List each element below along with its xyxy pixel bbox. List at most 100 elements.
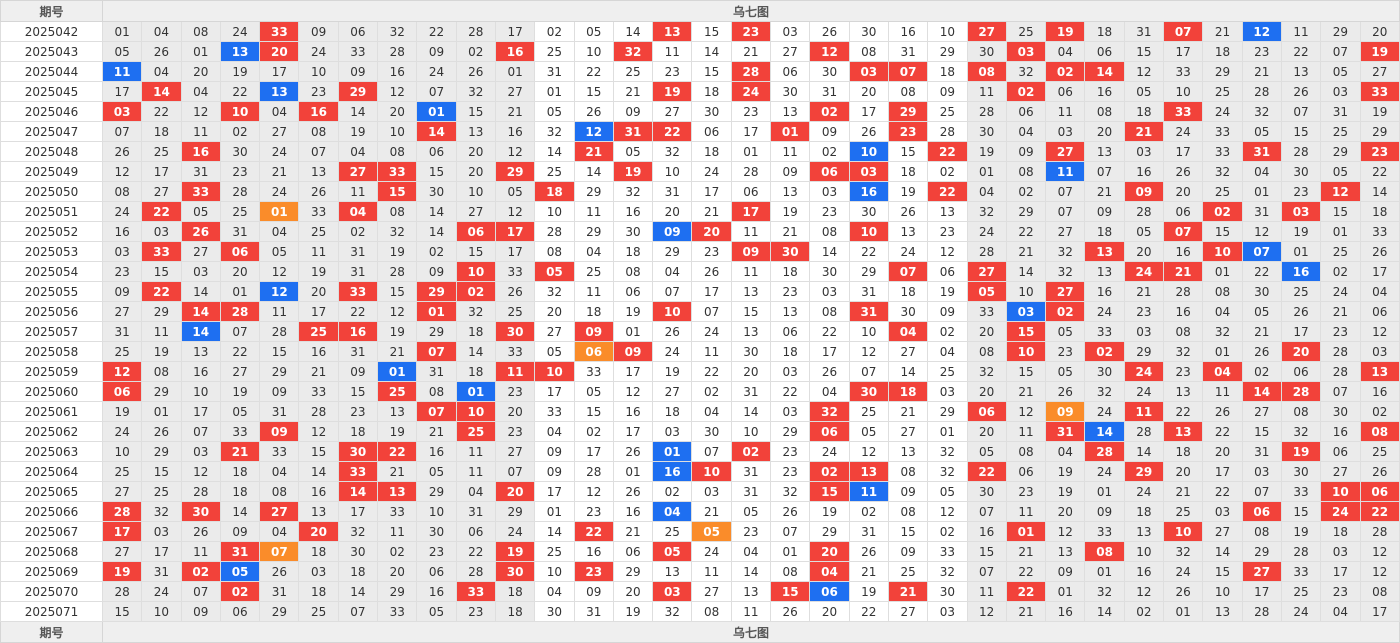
number-cell: 08 (1359, 421, 1400, 442)
number-cell: 06 (219, 241, 261, 262)
number-cell: 19 (887, 181, 929, 202)
number-cell: 20 (691, 221, 732, 242)
number-cell: 21 (416, 421, 457, 442)
number-cell: 16 (966, 521, 1007, 542)
number-cell: 07 (416, 401, 457, 422)
number-cell: 28 (730, 61, 772, 82)
number-cell: 30 (848, 381, 889, 402)
number-cell: 15 (101, 601, 143, 622)
number-cell: 11 (730, 601, 772, 622)
number-cell: 29 (573, 221, 614, 242)
number-cell: 15 (455, 241, 496, 262)
number-cell: 10 (455, 261, 496, 282)
number-cell: 07 (966, 561, 1007, 582)
number-cell: 33 (259, 21, 300, 42)
number-cell: 15 (573, 401, 614, 422)
number-cell: 03 (848, 61, 889, 82)
number-cell: 22 (1163, 401, 1204, 422)
number-cell: 08 (1202, 281, 1243, 302)
number-cell: 03 (1280, 201, 1322, 222)
number-cell: 29 (416, 321, 457, 342)
number-cell: 08 (966, 61, 1007, 82)
number-cell: 33 (1359, 221, 1400, 242)
number-cell: 04 (927, 341, 968, 362)
number-cell: 14 (337, 481, 379, 502)
number-cell: 11 (652, 41, 693, 62)
number-cell: 08 (377, 201, 418, 222)
number-cell: 32 (927, 561, 968, 582)
number-cell: 25 (298, 221, 339, 242)
number-cell: 09 (927, 81, 968, 102)
number-cell: 09 (259, 421, 300, 442)
number-cell: 02 (1045, 301, 1086, 322)
number-cell: 07 (1320, 381, 1361, 402)
period-cell: 2025061 (0, 401, 103, 422)
number-cell: 13 (887, 221, 929, 242)
number-cell: 08 (1084, 101, 1125, 122)
number-cell: 14 (180, 281, 221, 302)
number-cell: 01 (259, 201, 300, 222)
number-cell: 06 (416, 561, 457, 582)
number-cell: 29 (612, 561, 654, 582)
number-cell: 27 (652, 381, 693, 402)
number-cell: 28 (730, 161, 772, 182)
number-cell: 32 (966, 361, 1007, 382)
number-cell: 30 (494, 561, 536, 582)
number-cell: 20 (1163, 461, 1204, 482)
number-cell: 16 (1320, 421, 1361, 442)
table-row: 2025068 27 17 11 31 07 18 30 02 23 22 19 25 16 06 05 24 0… (0, 541, 1400, 562)
number-cell: 24 (141, 581, 182, 602)
number-cell: 22 (1241, 261, 1282, 282)
number-cell: 06 (1359, 481, 1400, 502)
number-cell: 13 (652, 561, 693, 582)
number-cell: 11 (730, 221, 772, 242)
number-cell: 29 (927, 401, 968, 422)
number-cell: 22 (927, 181, 968, 202)
table-row: 2025061 19 01 17 05 31 28 23 13 07 10 20 33 15 16 18 04 1… (0, 401, 1400, 422)
table-row: 2025042 01 04 08 24 33 09 06 32 22 28 17 02 05 14 13 15 2… (0, 21, 1400, 42)
number-cell: 29 (1123, 341, 1165, 362)
number-cell: 23 (298, 81, 339, 102)
number-cell: 14 (298, 461, 339, 482)
table-row: 2025051 24 22 05 25 01 33 04 08 14 27 12 10 11 16 20 21 1… (0, 201, 1400, 222)
number-cell: 20 (652, 201, 693, 222)
number-cell: 20 (1045, 501, 1086, 522)
number-cell: 17 (337, 501, 379, 522)
number-cell: 26 (298, 181, 339, 202)
number-cell: 04 (652, 261, 693, 282)
number-cell: 20 (298, 281, 339, 302)
number-cell: 11 (377, 521, 418, 542)
number-cell: 04 (1202, 301, 1243, 322)
number-cell: 32 (770, 481, 811, 502)
number-cell: 15 (141, 461, 182, 482)
number-cell: 23 (1005, 481, 1047, 502)
number-cell: 16 (1359, 381, 1400, 402)
number-cell: 27 (887, 341, 929, 362)
number-cell: 08 (377, 141, 418, 162)
number-cell: 33 (1280, 561, 1322, 582)
number-cell: 33 (377, 601, 418, 622)
number-cell: 11 (455, 461, 496, 482)
number-cell: 33 (377, 501, 418, 522)
number-cell: 20 (494, 481, 536, 502)
number-cell: 08 (1163, 321, 1204, 342)
number-cell: 27 (1359, 61, 1400, 82)
number-cell: 07 (1280, 101, 1322, 122)
number-cell: 21 (1084, 181, 1125, 202)
number-cell: 10 (1005, 341, 1047, 362)
number-cell: 25 (1359, 441, 1400, 462)
number-cell: 30 (494, 321, 536, 342)
number-cell: 25 (141, 481, 182, 502)
number-cell: 02 (1359, 401, 1400, 422)
number-cell: 04 (1005, 121, 1047, 142)
number-cell: 22 (652, 121, 693, 142)
number-cell: 04 (259, 221, 300, 242)
number-cell: 32 (1045, 241, 1086, 262)
number-cell: 13 (1163, 381, 1204, 402)
number-cell: 15 (141, 261, 182, 282)
number-cell: 12 (848, 441, 889, 462)
number-cell: 23 (730, 101, 772, 122)
number-cell: 07 (416, 341, 457, 362)
number-cell: 24 (730, 81, 772, 102)
number-cell: 17 (101, 521, 143, 542)
